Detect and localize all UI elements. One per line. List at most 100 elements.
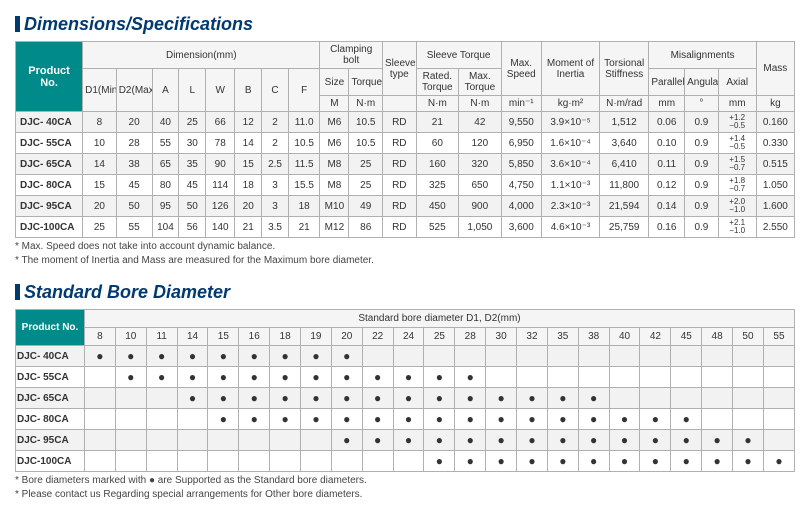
bore-cell: ● [239, 388, 270, 409]
bore-cell [671, 388, 702, 409]
bore-cell: ● [393, 409, 424, 430]
bore-cell [239, 451, 270, 472]
th-mass: Mass [756, 42, 794, 96]
th-product: Product No. [16, 42, 83, 112]
bore-cell: ● [671, 451, 702, 472]
bore-cell [115, 451, 146, 472]
bore-cell: ● [331, 346, 362, 367]
bore-cell [393, 451, 424, 472]
th-maxt: Max. Torque [459, 69, 502, 96]
bore-cell [733, 388, 764, 409]
bore-cell [671, 346, 702, 367]
bore-cell [270, 451, 301, 472]
bore-cell: ● [301, 346, 332, 367]
bore-cell [609, 346, 640, 367]
th-angular: Angular [685, 69, 719, 96]
bore-cell: ● [578, 430, 609, 451]
th-bore-col: 15 [208, 328, 239, 346]
th-c: C [262, 69, 289, 112]
table-row: DJC- 55CA●●●●●●●●●●●● [16, 367, 795, 388]
footnote: * Max. Speed does not take into account … [15, 241, 795, 252]
th-d2: D2(Max) [116, 69, 152, 112]
bore-cell: ● [270, 409, 301, 430]
bore-cell [146, 388, 177, 409]
bore-cell: ● [208, 409, 239, 430]
th-w: W [206, 69, 235, 112]
bore-cell: ● [733, 451, 764, 472]
bore-cell [517, 367, 548, 388]
bore-cell: ● [486, 430, 517, 451]
bore-cell: ● [270, 346, 301, 367]
table-row: DJC- 65CA1438653590152.511.5M825RD160320… [16, 154, 795, 175]
th-bore-col: 18 [270, 328, 301, 346]
bore-cell [763, 367, 794, 388]
bore-cell: ● [455, 388, 486, 409]
bore-cell: ● [609, 430, 640, 451]
bore-cell [85, 451, 116, 472]
bore-cell [733, 367, 764, 388]
bore-cell [208, 430, 239, 451]
bore-cell [486, 346, 517, 367]
bore-cell: ● [177, 367, 208, 388]
table-row: DJC-100CA●●●●●●●●●●●● [16, 451, 795, 472]
bore-cell [640, 388, 671, 409]
table-row: DJC-100CA255510456140213.521M1286RD5251,… [16, 217, 795, 238]
bore-cell: ● [424, 409, 455, 430]
product-cell: DJC- 40CA [16, 346, 85, 367]
footnote: * Please contact us Regarding special ar… [15, 489, 795, 500]
product-cell: DJC-100CA [16, 217, 83, 238]
bore-cell [547, 367, 578, 388]
footnote: * The moment of Inertia and Mass are mea… [15, 255, 795, 266]
table-row: DJC- 40CA●●●●●●●●● [16, 346, 795, 367]
th-moi: Moment of Inertia [541, 42, 599, 96]
bore-cell [177, 409, 208, 430]
bore-cell [85, 409, 116, 430]
bore-cell: ● [517, 430, 548, 451]
th-axial: Axial [718, 69, 756, 96]
th-nm2: N·m [416, 96, 459, 112]
th-bore-col: 38 [578, 328, 609, 346]
product-cell: DJC- 80CA [16, 409, 85, 430]
bore-cell [331, 451, 362, 472]
th-bore-col: 45 [671, 328, 702, 346]
bore-cell: ● [270, 367, 301, 388]
bore-cell [177, 430, 208, 451]
bore-cell [609, 388, 640, 409]
product-cell: DJC- 55CA [16, 133, 83, 154]
bore-cell: ● [671, 430, 702, 451]
bore-cell: ● [424, 451, 455, 472]
bore-cell: ● [146, 367, 177, 388]
th-bore-col: 14 [177, 328, 208, 346]
table-row: DJC- 95CA●●●●●●●●●●●●●● [16, 430, 795, 451]
bore-cell: ● [177, 388, 208, 409]
bore-cell: ● [486, 451, 517, 472]
bore-cell [702, 388, 733, 409]
th-bore-col: 20 [331, 328, 362, 346]
bore-cell [640, 346, 671, 367]
th-torque: Torque [349, 69, 383, 96]
th-bore-col: 22 [362, 328, 393, 346]
dimensions-title: Dimensions/Specifications [15, 14, 795, 35]
th-nmrad: N·m/rad [600, 96, 649, 112]
bore-cell: ● [702, 430, 733, 451]
bore-cell: ● [362, 367, 393, 388]
th-bore-col: 35 [547, 328, 578, 346]
product-cell: DJC- 65CA [16, 154, 83, 175]
bore-cell: ● [578, 409, 609, 430]
th-a: A [152, 69, 179, 112]
bore-cell: ● [146, 346, 177, 367]
bore-cell: ● [640, 409, 671, 430]
bore-cell [640, 367, 671, 388]
bore-cell: ● [455, 367, 486, 388]
th-nm1: N·m [349, 96, 383, 112]
product-cell: DJC-100CA [16, 451, 85, 472]
th-f: F [288, 69, 319, 112]
th-bore-col: 24 [393, 328, 424, 346]
bore-title: Standard Bore Diameter [15, 282, 795, 303]
th-clamping: Clamping bolt [320, 42, 383, 69]
table-row: DJC- 80CA●●●●●●●●●●●●●●●● [16, 409, 795, 430]
bore-cell: ● [239, 409, 270, 430]
product-cell: DJC- 80CA [16, 175, 83, 196]
th-product-bore: Product No. [16, 310, 85, 346]
bore-cell: ● [517, 451, 548, 472]
